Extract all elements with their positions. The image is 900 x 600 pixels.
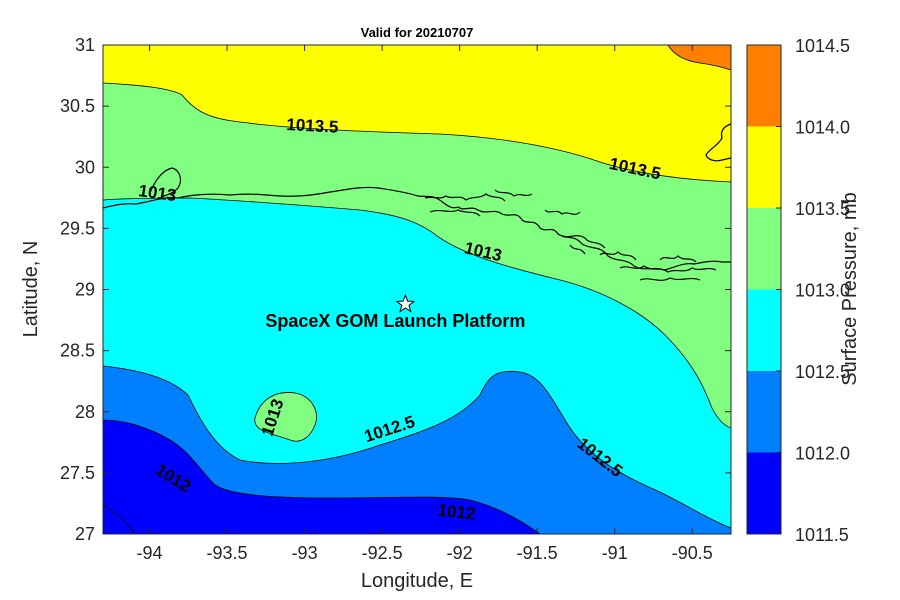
y-tick-label: 31 xyxy=(75,35,95,55)
colorbar-tick-label: 1012.5 xyxy=(795,362,850,382)
x-tick-label: -94 xyxy=(137,543,163,563)
y-tick-label: 30 xyxy=(75,157,95,177)
colorbar-segment xyxy=(747,289,781,371)
figure-title: Valid for 20210707 xyxy=(361,25,474,40)
x-tick-label: -93 xyxy=(292,543,318,563)
colorbar-tick-label: 1013.5 xyxy=(795,199,850,219)
y-tick-label: 28.5 xyxy=(60,341,95,361)
coastline-west-bay xyxy=(149,167,182,199)
x-tick-label: -92.5 xyxy=(362,543,403,563)
x-axis-ticks: -94 -93.5 -93 -92.5 -92 -91.5 -91 -90.5 xyxy=(137,45,713,563)
colorbar-segment xyxy=(747,126,781,208)
colorbar-tick-label: 1013.0 xyxy=(795,281,850,301)
pressure-contour-fill xyxy=(103,45,731,534)
band-1013-5 xyxy=(103,45,731,183)
launch-platform-label: SpaceX GOM Launch Platform xyxy=(265,311,525,331)
colorbar: 1011.5 1012.0 1012.5 1013.0 1013.5 1014.0 1014… xyxy=(746,36,850,545)
colorbar-segment xyxy=(747,371,781,453)
y-tick-label: 28 xyxy=(75,402,95,422)
x-tick-label: -90.5 xyxy=(672,543,713,563)
launch-platform-star-icon xyxy=(395,293,416,313)
colorbar-tick-label: 1014.0 xyxy=(795,118,850,138)
coastline xyxy=(103,123,731,281)
y-tick-label: 27.5 xyxy=(60,463,95,483)
colorbar-segment xyxy=(747,208,781,290)
x-axis-label: Longitude, E xyxy=(361,570,473,592)
colorbar-tick-label: 1014.5 xyxy=(795,36,850,56)
contour-sw-detail xyxy=(103,504,136,534)
coastline-delta-1 xyxy=(424,189,581,217)
y-tick-label: 29 xyxy=(75,280,95,300)
y-tick-label: 27 xyxy=(75,524,95,544)
x-tick-label: -91.5 xyxy=(517,543,558,563)
launch-platform-marker-group: SpaceX GOM Launch Platform xyxy=(265,293,525,331)
coastline-delta-2 xyxy=(559,234,717,281)
x-tick-label: -93.5 xyxy=(207,543,248,563)
colorbar-segment xyxy=(747,452,781,534)
contour-label: 1013.5 xyxy=(286,115,339,137)
y-tick-label: 30.5 xyxy=(60,96,95,116)
y-axis-label: Latitude, N xyxy=(20,241,42,338)
colorbar-tick-label: 1012.0 xyxy=(795,444,850,464)
y-tick-label: 29.5 xyxy=(60,218,95,238)
colorbar-label: Surface Pressure, mb xyxy=(839,192,861,385)
coastline-main xyxy=(103,186,731,271)
band-1013-0-island xyxy=(254,392,317,442)
y-axis-ticks: 27 27.5 28 28.5 29 29.5 30 30.5 31 xyxy=(60,35,731,544)
coastline-east-bay xyxy=(705,123,731,162)
band-1014-0 xyxy=(667,45,731,71)
x-tick-label: -92 xyxy=(447,543,473,563)
colorbar-tick-label: 1011.5 xyxy=(795,525,849,545)
contour-1011-5-corner xyxy=(103,504,136,534)
colorbar-segment xyxy=(747,45,781,127)
x-tick-label: -91 xyxy=(602,543,628,563)
contour-label: 1012 xyxy=(437,501,477,524)
